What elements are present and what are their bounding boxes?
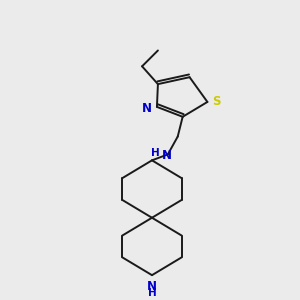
Text: N: N [162, 149, 172, 162]
Text: H: H [151, 148, 160, 158]
Text: N: N [142, 102, 152, 116]
Text: S: S [212, 95, 221, 108]
Text: H: H [148, 288, 156, 298]
Text: N: N [147, 280, 157, 293]
